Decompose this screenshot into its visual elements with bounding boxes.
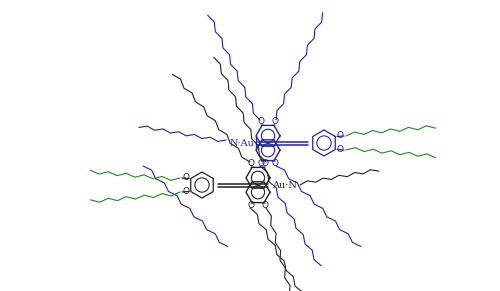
Text: O: O bbox=[248, 201, 254, 210]
Text: Au·N: Au·N bbox=[272, 180, 296, 189]
Text: O: O bbox=[262, 201, 268, 210]
Text: O: O bbox=[272, 159, 278, 168]
Text: O: O bbox=[258, 159, 264, 168]
Text: O: O bbox=[336, 132, 344, 141]
Text: O: O bbox=[262, 159, 268, 168]
Text: O: O bbox=[182, 173, 190, 182]
Text: O: O bbox=[336, 146, 344, 155]
Text: O: O bbox=[258, 118, 264, 127]
Text: O: O bbox=[272, 118, 278, 127]
Text: O: O bbox=[182, 187, 190, 196]
Text: O: O bbox=[248, 159, 254, 168]
Text: N·Au: N·Au bbox=[230, 139, 254, 148]
